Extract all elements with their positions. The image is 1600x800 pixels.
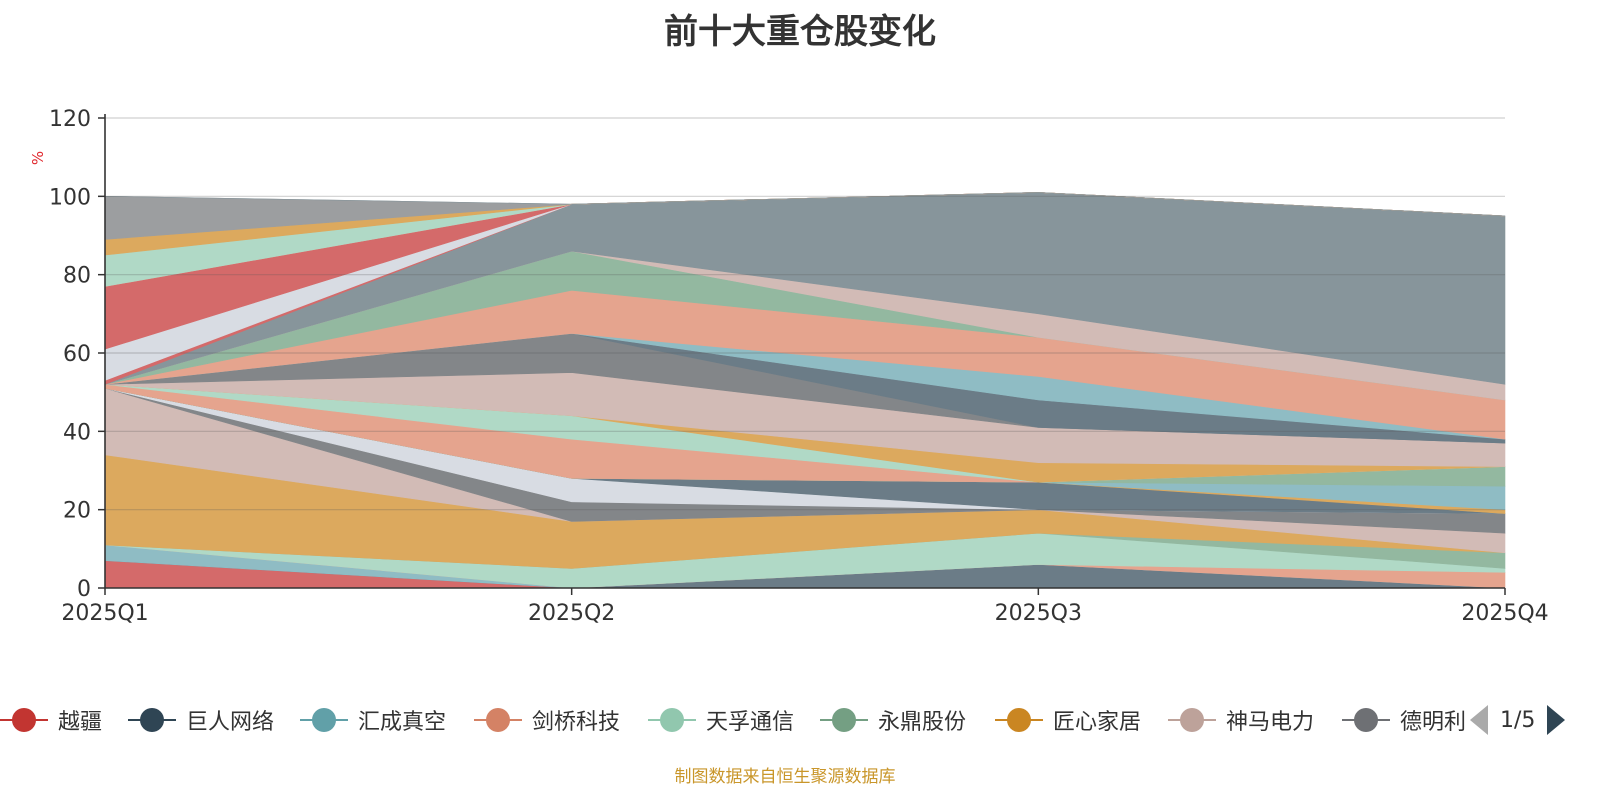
legend-item-7[interactable]: 神马电力: [1168, 700, 1314, 740]
legend-label: 汇成真空: [358, 710, 447, 735]
y-axis-label: %: [29, 151, 47, 165]
legend-marker-icon: [1168, 708, 1216, 732]
legend-label: 永鼎股份: [878, 710, 967, 735]
legend-dot-icon: [1007, 708, 1031, 732]
y-tick-label-6: 120: [49, 107, 91, 132]
chart-title: 前十大重仓股变化: [664, 12, 936, 52]
stacked-area-chart: 0 20 40 60 80 100 120 2025Q1 2025Q2 2025Q3 2025Q4%: [29, 107, 1549, 626]
x-tick-label-2: 2025Q3: [995, 601, 1082, 626]
y-tick-label-4: 80: [63, 264, 91, 289]
y-tick-label-5: 100: [49, 185, 91, 210]
y-tick-label-1: 20: [63, 499, 91, 524]
legend-marker-icon: [1342, 708, 1390, 732]
legend-marker-icon: [995, 708, 1043, 732]
legend-marker-icon: [648, 708, 696, 732]
legend-item-6[interactable]: 匠心家居: [995, 700, 1141, 740]
legend-item-3[interactable]: 剑桥科技: [474, 700, 620, 740]
legend-pager: 1/5: [1470, 700, 1566, 740]
x-tick-label-1: 2025Q2: [528, 601, 615, 626]
legend-label: 越疆: [58, 710, 103, 735]
legend-label: 神马电力: [1226, 710, 1315, 735]
x-tick-label-0: 2025Q1: [61, 601, 148, 626]
legend-dot-icon: [140, 708, 164, 732]
legend-item-5[interactable]: 永鼎股份: [820, 700, 966, 740]
legend-item-1[interactable]: 巨人网络: [128, 700, 274, 740]
legend-item-2[interactable]: 汇成真空: [300, 700, 446, 740]
legend-page-number: 1/5: [1500, 707, 1536, 733]
x-tick-label-3: 2025Q4: [1461, 601, 1548, 626]
legend-label: 剑桥科技: [532, 710, 621, 735]
legend-label: 德明利: [1400, 710, 1465, 735]
y-tick-label-2: 40: [63, 420, 91, 445]
y-tick-label-0: 0: [77, 577, 91, 602]
legend-marker-icon: [474, 708, 522, 732]
legend-label: 天孚通信: [706, 710, 795, 735]
legend-label: 巨人网络: [186, 710, 275, 735]
y-tick-label-3: 60: [63, 342, 91, 367]
legend-item-4[interactable]: 天孚通信: [648, 700, 794, 740]
legend-dot-icon: [1354, 708, 1378, 732]
data-source-note: 制图数据来自恒生聚源数据库: [674, 767, 896, 787]
legend-marker-icon: [300, 708, 348, 732]
legend-dot-icon: [660, 708, 684, 732]
legend-dot-icon: [1180, 708, 1204, 732]
legend-dot-icon: [486, 708, 510, 732]
legend: 越疆 巨人网络 汇成真空 剑桥科技 天孚通信 永鼎股份 匠心家居 神马电力 德明利: [0, 700, 1465, 740]
legend-item-8[interactable]: 德明利: [1342, 700, 1465, 740]
legend-marker-icon: [0, 708, 48, 732]
legend-dot-icon: [312, 708, 336, 732]
legend-marker-icon: [128, 708, 176, 732]
legend-item-0[interactable]: 越疆: [0, 700, 102, 740]
legend-dot-icon: [12, 708, 36, 732]
legend-label: 匠心家居: [1053, 710, 1142, 735]
legend-marker-icon: [820, 708, 868, 732]
legend-next-arrow-icon[interactable]: [1547, 705, 1566, 735]
legend-prev-arrow-icon[interactable]: [1470, 705, 1488, 735]
legend-dot-icon: [832, 708, 856, 732]
